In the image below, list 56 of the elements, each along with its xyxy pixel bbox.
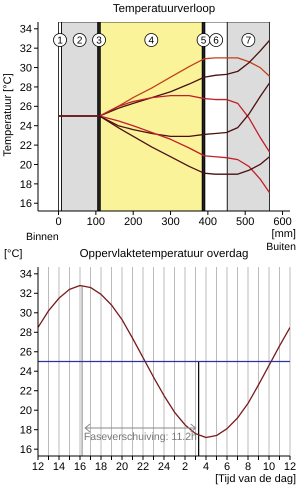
x-axis-title: [mm] [272,228,296,240]
y-tick-label: 22 [20,140,32,152]
x-tick-label: 2 [182,460,188,473]
y-tick-label: 20 [20,159,32,172]
y-tick-label: 34 [20,268,32,281]
x-tick-label: 10 [262,460,276,473]
annotation: Faseverschuiving: 11.2h [82,431,198,443]
band-label: 5 [200,36,207,46]
band-label: 6 [213,36,220,46]
y-tick-label: 18 [20,178,32,191]
x-tick-label: 600 [273,216,292,228]
x-tick-label: 24 [158,460,170,473]
y-tick-label: 18 [20,424,32,437]
x-tick-label: 300 [161,216,180,228]
x-tick-label: 12 [284,460,296,473]
x-tick-label: 8 [244,460,252,473]
y-tick-label: 30 [20,62,32,74]
band-label: 4 [148,36,155,46]
y-tick-label: 16 [20,198,32,210]
x-tick-label: 22 [136,460,150,473]
x-tick-label: 18 [94,460,108,473]
x-tick-label: 100 [86,216,106,228]
y-tick-label: 20 [20,405,32,418]
x-tick-label: 4 [202,460,210,473]
x-tick-label: 12 [32,460,44,473]
chart-title: Oppervlaktetemperatuur overdag [80,248,248,260]
y-tick-label: 16 [20,444,32,456]
text: Buiten [266,241,296,253]
y-tick-label: 34 [20,24,32,36]
x-tick-label: 500 [236,216,254,228]
x-tick-label: 6 [224,460,230,473]
band-label: 1 [57,36,64,46]
chart-title: Temperatuurverloop [112,3,216,15]
text: Binnen [26,231,59,243]
x-tick-label: 400 [198,216,218,228]
x-tick-label: 200 [124,216,142,228]
y-tick-label: 28 [20,327,32,340]
y-tick-label: 26 [20,101,32,114]
x-axis-title: [Tijd van de dag] [215,473,296,485]
y-tick-label: 32 [20,288,32,300]
band-label: 7 [246,36,252,46]
y-tick-label: 32 [20,43,32,56]
y-tick-label: 28 [20,82,32,94]
y-axis-title: [°C] [4,248,22,260]
x-tick-label: 20 [116,460,128,473]
x-tick-label: 14 [52,460,66,473]
y-axis-title: Temperatuur [°C] [2,72,14,158]
x-tick-label: 16 [74,460,86,473]
y-tick-label: 24 [20,120,32,133]
y-tick-label: 24 [20,366,32,378]
y-tick-label: 30 [20,308,32,320]
x-tick-label: 0 [55,216,62,228]
y-tick-label: 26 [20,346,32,359]
y-tick-label: 22 [20,386,32,398]
band-label: 3 [96,36,102,46]
band-label: 2 [76,36,83,46]
